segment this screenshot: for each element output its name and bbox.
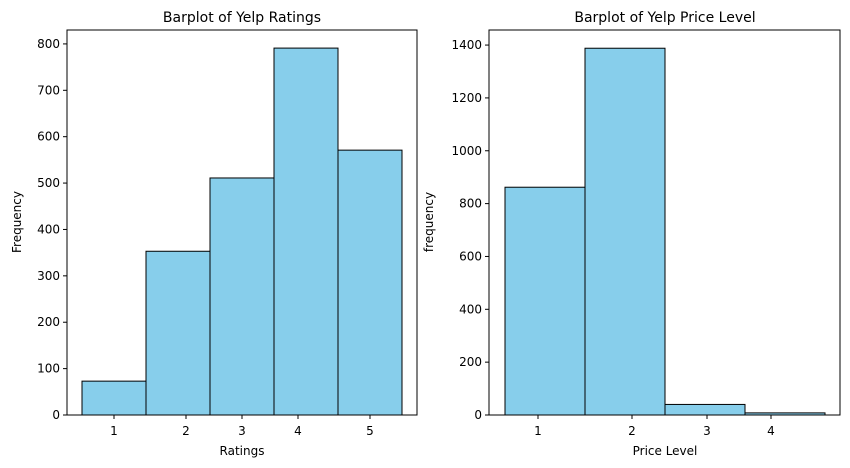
ratings-y-tick-label: 300 [37,269,60,283]
ratings-chart: Barplot of Yelp Ratings Ratings Frequenc… [10,10,418,458]
ratings-y-tick-label: 700 [37,83,60,97]
ratings-plot-frame [66,29,418,416]
ratings-x-tick-label: 5 [366,424,374,438]
price-level-bar-2 [584,47,666,416]
ratings-bar-2 [145,250,211,416]
ratings-y-tick-label: 100 [37,362,60,376]
price-level-x-tick-label: 2 [628,424,636,438]
price-level-x-tick-label: 4 [767,424,775,438]
price-level-y-axis: 0 200 400 600 800 1000 1200 1400 [451,38,489,422]
price-level-y-tick-label: 600 [459,249,482,263]
ratings-x-tick-label: 3 [238,424,246,438]
price-level-y-tick-label: 0 [474,408,482,422]
price-level-x-axis: 1 2 3 4 [534,415,775,438]
price-level-bar-3 [664,403,746,416]
ratings-chart-title: Barplot of Yelp Ratings [163,10,321,26]
ratings-y-axis: 0 100 200 300 400 500 600 700 800 [37,37,67,422]
price-level-x-axis-label: Price Level [633,444,698,458]
ratings-y-tick-label: 400 [37,222,60,236]
price-level-plot-frame [488,29,841,416]
ratings-bar-5 [337,149,403,416]
price-level-y-tick-label: 200 [459,355,482,369]
price-level-y-tick-label: 400 [459,302,482,316]
price-level-y-axis-label: frequency [422,192,436,252]
ratings-y-tick-label: 500 [37,176,60,190]
price-level-chart: Barplot of Yelp Price Level Price Level … [422,10,841,458]
price-level-bars [504,47,826,416]
ratings-x-tick-label: 4 [294,424,302,438]
price-level-y-tick-label: 1400 [451,38,482,52]
ratings-y-axis-label: Frequency [10,191,24,253]
price-level-x-tick-label: 3 [703,424,711,438]
ratings-y-tick-label: 600 [37,130,60,144]
ratings-bars [81,47,403,416]
price-level-x-tick-label: 1 [534,424,542,438]
ratings-x-tick-label: 2 [182,424,190,438]
price-level-y-tick-label: 1000 [451,144,482,158]
ratings-bar-4 [273,47,339,416]
ratings-bar-3 [209,177,275,416]
ratings-x-axis-label: Ratings [220,444,265,458]
ratings-y-tick-label: 200 [37,315,60,329]
price-level-y-tick-label: 800 [459,197,482,211]
ratings-x-axis: 1 2 3 4 5 [110,415,374,438]
ratings-x-tick-label: 1 [110,424,118,438]
ratings-bar-1 [81,380,147,416]
price-level-chart-title: Barplot of Yelp Price Level [574,10,755,26]
price-level-y-tick-label: 1200 [451,91,482,105]
ratings-y-tick-label: 800 [37,37,60,51]
ratings-y-tick-label: 0 [52,408,60,422]
price-level-bar-1 [504,186,586,416]
